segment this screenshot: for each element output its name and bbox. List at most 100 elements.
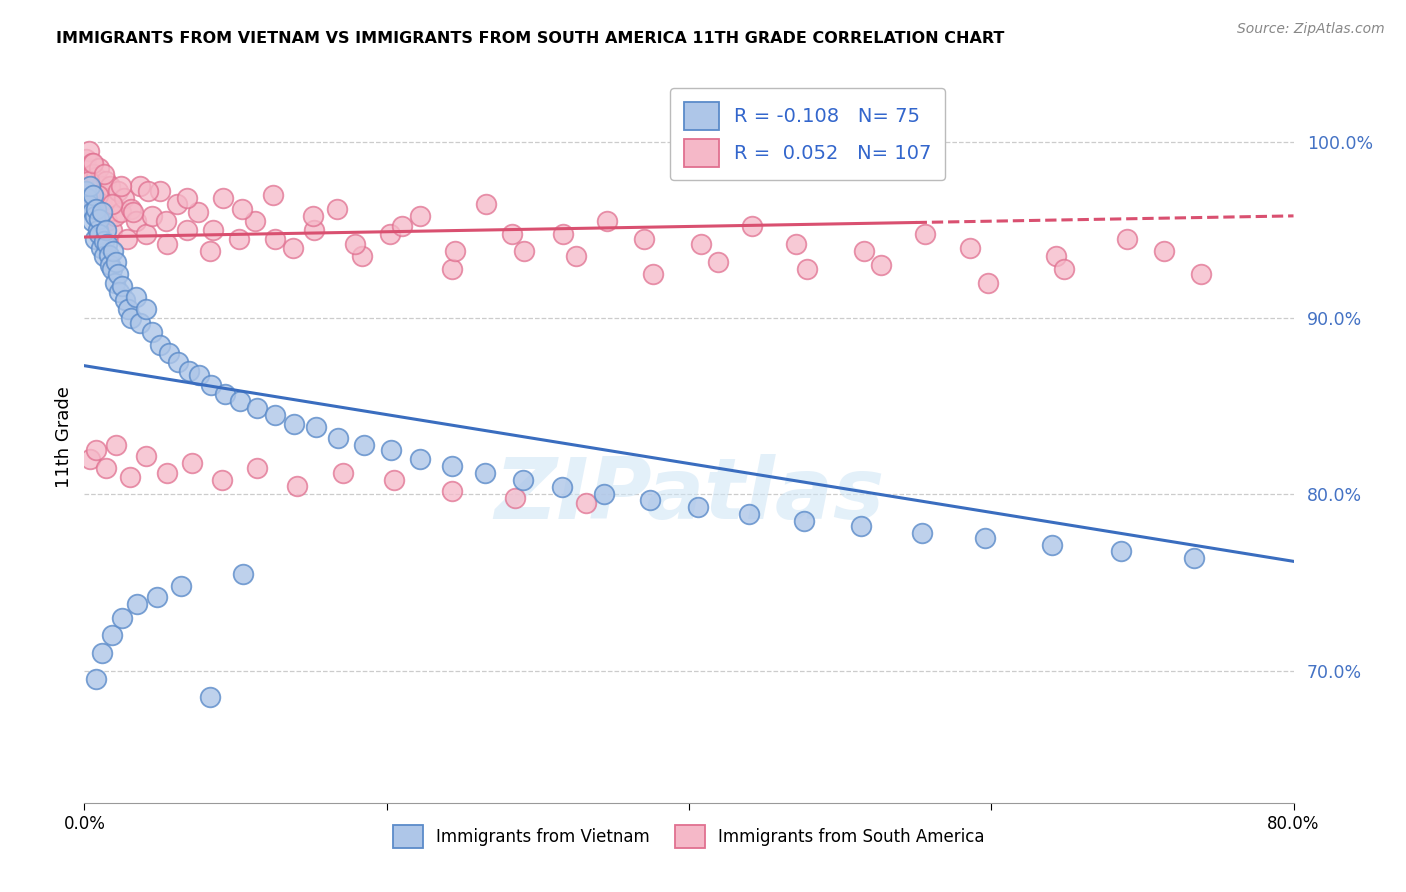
Point <box>513 244 536 259</box>
Point <box>575 496 598 510</box>
Y-axis label: 11th Grade: 11th Grade <box>55 386 73 488</box>
Point <box>391 219 413 234</box>
Point <box>111 279 134 293</box>
Point <box>120 311 142 326</box>
Point <box>1109 543 1132 558</box>
Point <box>110 178 132 193</box>
Point <box>115 232 138 246</box>
Point <box>870 258 893 272</box>
Point <box>100 196 122 211</box>
Point <box>120 202 142 216</box>
Point <box>79 452 101 467</box>
Point <box>105 438 128 452</box>
Point <box>79 184 101 198</box>
Point <box>690 237 713 252</box>
Point <box>959 241 981 255</box>
Point <box>977 276 1000 290</box>
Point <box>1040 539 1063 553</box>
Point <box>281 241 304 255</box>
Point <box>108 285 131 299</box>
Point <box>90 178 112 193</box>
Point <box>149 337 172 351</box>
Point <box>84 196 107 211</box>
Point <box>246 401 269 415</box>
Point <box>1045 249 1067 263</box>
Point <box>135 302 157 317</box>
Point <box>157 346 180 360</box>
Point <box>127 597 149 611</box>
Point <box>100 628 122 642</box>
Point <box>228 232 250 246</box>
Point <box>187 205 209 219</box>
Point <box>741 219 763 234</box>
Point <box>551 480 574 494</box>
Point <box>94 174 117 188</box>
Point <box>440 483 463 498</box>
Point <box>263 408 285 422</box>
Point <box>91 191 114 205</box>
Point <box>214 387 236 401</box>
Point <box>283 417 305 431</box>
Point <box>440 459 463 474</box>
Point <box>974 532 997 546</box>
Point <box>100 223 122 237</box>
Point <box>89 227 111 241</box>
Point <box>129 317 152 331</box>
Point <box>596 214 619 228</box>
Point <box>80 156 103 170</box>
Point <box>141 325 163 339</box>
Point <box>474 467 496 481</box>
Text: IMMIGRANTS FROM VIETNAM VS IMMIGRANTS FROM SOUTH AMERICA 11TH GRADE CORRELATION : IMMIGRANTS FROM VIETNAM VS IMMIGRANTS FR… <box>56 31 1005 46</box>
Point <box>121 205 143 219</box>
Point <box>79 178 101 193</box>
Point <box>638 492 661 507</box>
Point <box>263 232 285 246</box>
Point <box>146 590 169 604</box>
Point <box>96 237 118 252</box>
Point <box>89 161 111 176</box>
Point <box>593 487 616 501</box>
Point <box>176 191 198 205</box>
Point <box>97 191 120 205</box>
Point <box>76 170 98 185</box>
Point <box>851 519 873 533</box>
Point <box>91 205 114 219</box>
Point <box>409 452 432 467</box>
Point <box>198 690 221 704</box>
Point <box>440 261 463 276</box>
Legend: Immigrants from Vietnam, Immigrants from South America: Immigrants from Vietnam, Immigrants from… <box>385 816 993 856</box>
Point <box>136 184 159 198</box>
Point <box>246 461 269 475</box>
Point <box>1189 267 1212 281</box>
Point <box>104 209 127 223</box>
Point <box>1153 244 1175 259</box>
Point <box>443 244 465 259</box>
Point <box>156 237 179 252</box>
Point <box>93 167 115 181</box>
Point <box>785 237 807 252</box>
Point <box>101 244 124 259</box>
Point <box>84 178 107 193</box>
Point <box>97 247 120 261</box>
Point <box>853 244 876 259</box>
Point <box>706 254 728 268</box>
Point <box>91 646 114 660</box>
Point <box>94 223 117 237</box>
Point <box>86 170 108 185</box>
Text: Source: ZipAtlas.com: Source: ZipAtlas.com <box>1237 22 1385 37</box>
Point <box>141 209 163 223</box>
Point <box>304 420 326 434</box>
Point <box>84 232 107 246</box>
Point <box>170 579 193 593</box>
Point <box>77 144 100 158</box>
Point <box>94 461 117 475</box>
Point <box>738 507 761 521</box>
Point <box>211 473 233 487</box>
Point <box>641 267 664 281</box>
Point <box>98 258 121 272</box>
Point <box>686 500 709 514</box>
Point <box>353 438 375 452</box>
Point <box>332 467 354 481</box>
Point <box>212 191 235 205</box>
Point <box>262 187 284 202</box>
